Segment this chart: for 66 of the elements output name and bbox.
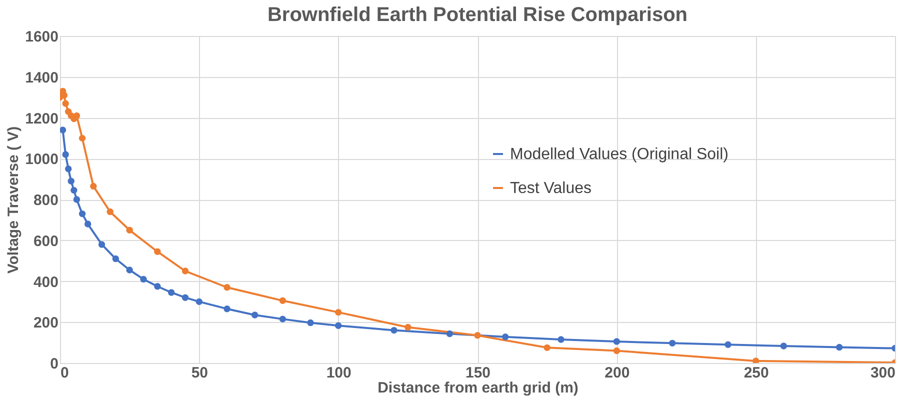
point: [73, 196, 80, 203]
x-tick-label: 50: [191, 364, 208, 382]
point: [724, 341, 732, 348]
point: [84, 220, 92, 228]
y-axis-title: Voltage Traverse ( V): [5, 126, 22, 274]
x-tick-label: 250: [744, 364, 769, 382]
point: [279, 297, 286, 304]
point: [73, 112, 80, 120]
point: [62, 100, 69, 107]
x-tick-label: 0: [60, 364, 69, 382]
x-tick-label: 150: [465, 364, 491, 382]
point: [126, 266, 133, 274]
point: [613, 338, 620, 345]
chart-title: Brownfield Earth Potential Rise Comparison: [267, 4, 688, 26]
x-tick-label: 300: [870, 364, 896, 382]
x-axis-title: Distance from earth grid (m): [378, 380, 578, 396]
point: [98, 241, 106, 248]
y-tick-label: 200: [33, 314, 58, 332]
point: [196, 298, 203, 306]
point: [154, 248, 161, 255]
y-tick-label: 600: [33, 232, 58, 250]
y-tick-label: 400: [33, 274, 58, 291]
point: [78, 134, 86, 142]
legend-label: Test Values: [510, 180, 592, 197]
point: [224, 305, 230, 312]
point: [279, 316, 286, 322]
point: [334, 322, 342, 329]
point: [558, 336, 564, 343]
point: [446, 330, 454, 338]
point: [182, 268, 189, 274]
x-tick-label: 100: [326, 364, 352, 382]
point: [140, 276, 147, 283]
point: [502, 333, 509, 340]
point: [390, 326, 398, 334]
point: [224, 284, 230, 291]
point: [112, 255, 120, 262]
point: [780, 342, 788, 350]
point: [404, 324, 412, 331]
point: [307, 319, 314, 326]
point: [60, 126, 66, 134]
y-tick-label: 1000: [25, 151, 58, 168]
point: [62, 151, 69, 158]
y-tick-label: 1200: [25, 110, 58, 128]
y-tick-label: 800: [33, 192, 58, 209]
x-tick-label: 200: [604, 364, 630, 382]
point: [126, 226, 133, 234]
point: [334, 308, 342, 316]
point: [70, 186, 78, 194]
point: [668, 340, 676, 347]
point: [182, 294, 189, 301]
point: [474, 332, 481, 339]
point: [154, 283, 161, 290]
point: [78, 210, 86, 218]
point: [64, 165, 72, 172]
y-tick-label: 1600: [25, 28, 58, 46]
point: [836, 344, 843, 351]
y-tick-label: 1400: [25, 69, 58, 86]
point: [68, 178, 74, 184]
point: [90, 182, 97, 190]
point: [251, 312, 258, 318]
point: [613, 347, 620, 354]
point: [544, 344, 550, 352]
point: [168, 289, 175, 296]
point: [106, 208, 114, 216]
legend-label: Modelled Values (Original Soil): [510, 146, 728, 163]
point: [752, 358, 760, 363]
